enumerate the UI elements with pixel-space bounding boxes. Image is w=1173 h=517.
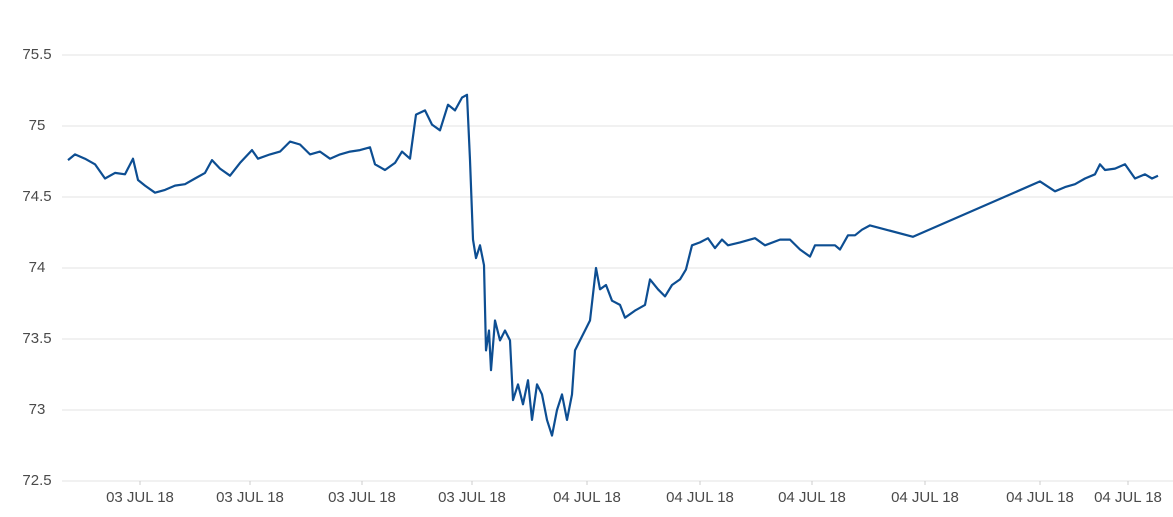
y-tick-label: 75 [29,117,46,134]
x-tick-label: 03 JUL 18 [438,489,506,506]
x-tick-label: 04 JUL 18 [553,489,621,506]
y-tick-label: 73.5 [22,330,51,347]
x-tick-label: 04 JUL 18 [666,489,734,506]
y-tick-label: 72.5 [22,472,51,489]
y-tick-label: 74.5 [22,188,51,205]
y-tick-label: 75.5 [22,46,51,63]
x-tick-label: 04 JUL 18 [1094,489,1162,506]
line-series [67,93,1159,437]
x-tick-label: 03 JUL 18 [216,489,284,506]
x-tick-label: 04 JUL 18 [1006,489,1074,506]
x-tick-label: 03 JUL 18 [328,489,396,506]
x-tick-label: 04 JUL 18 [778,489,846,506]
y-tick-label: 74 [29,259,46,276]
y-tick-label: 73 [29,401,46,418]
x-tick-label: 04 JUL 18 [891,489,959,506]
x-tick-label: 03 JUL 18 [106,489,174,506]
